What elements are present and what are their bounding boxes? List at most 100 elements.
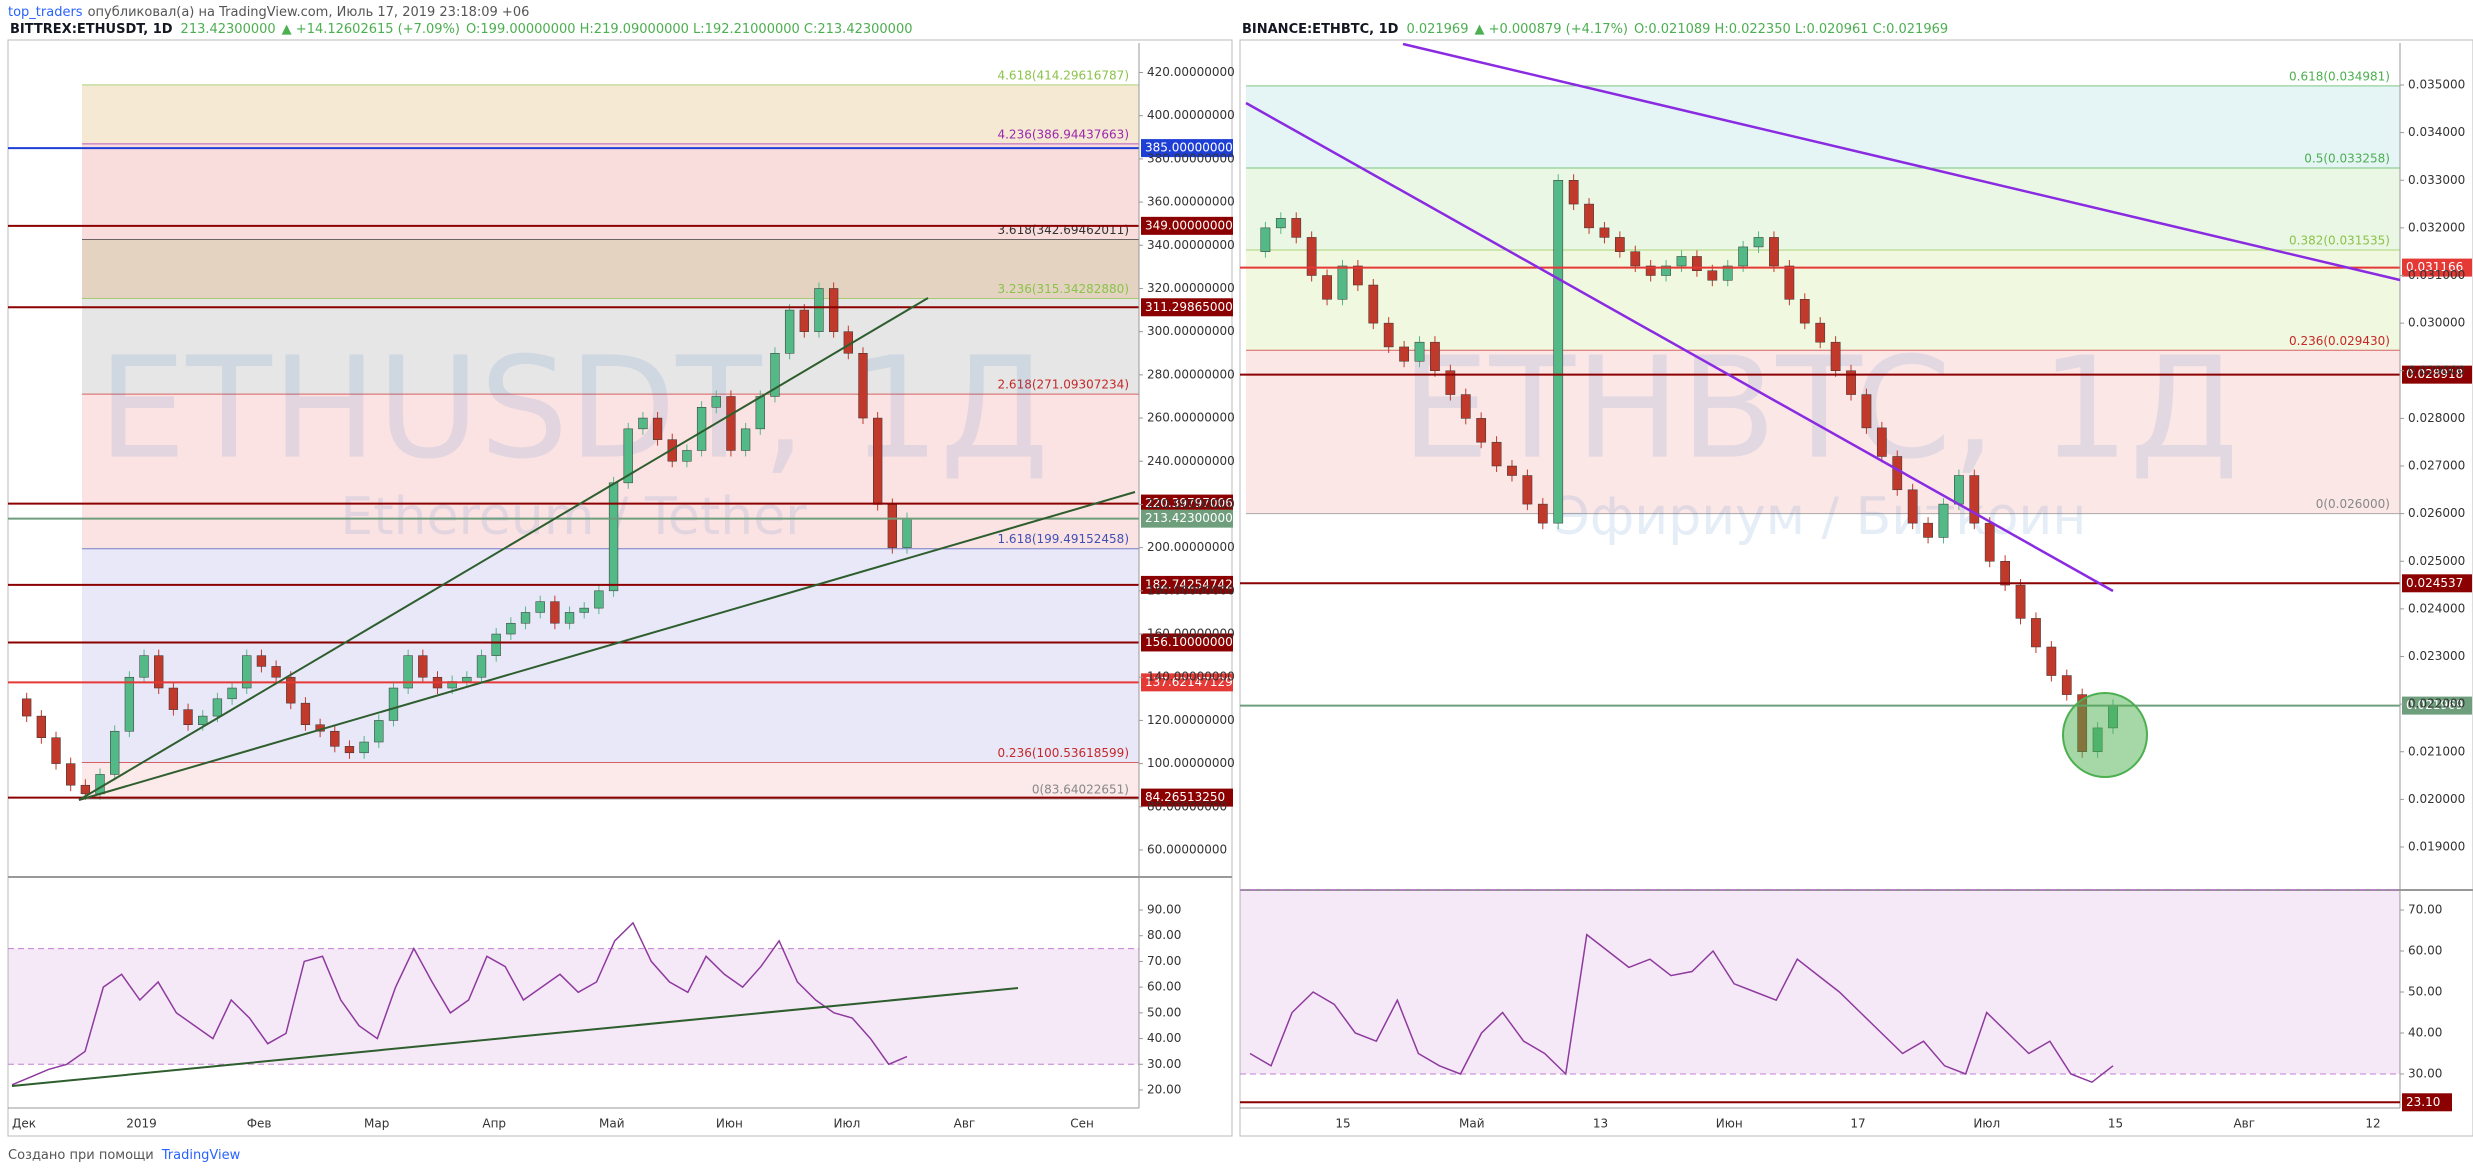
rsi-tick-label: 60.00: [1147, 980, 1181, 994]
trendline: [1245, 101, 2114, 593]
candle: [1815, 322, 1826, 343]
candle: [1954, 475, 1964, 505]
level-label: 156.10000000: [1145, 635, 1233, 649]
level-tag: [2402, 574, 2472, 593]
level-label: 0.031166: [2406, 260, 2463, 274]
candle: [1753, 237, 1764, 248]
level-label: 213.42300000: [1145, 511, 1233, 525]
candle: [95, 774, 105, 795]
candle: [1399, 346, 1409, 362]
candle: [2015, 584, 2026, 619]
candle: [2061, 675, 2072, 695]
fib-label: 1.618(199.49152458): [997, 532, 1129, 546]
time-label: 13: [1593, 1117, 1608, 1131]
header-text: опубликовал(а) на TradingView.com, Июль …: [88, 5, 530, 20]
candle: [2046, 646, 2057, 676]
trendline: [78, 297, 929, 801]
time-label: 15: [1335, 1117, 1350, 1131]
y-tick-label: 160.00000000: [1147, 627, 1235, 641]
candle: [506, 622, 516, 635]
fib-zone: [1246, 85, 2400, 168]
candle: [1861, 394, 1872, 429]
candle: [1599, 227, 1610, 238]
change: ▲ +0.000879 (+4.17%): [1474, 22, 1628, 37]
candle: [1630, 251, 1641, 267]
time-label: Сен: [1070, 1117, 1094, 1131]
author[interactable]: top_traders: [8, 5, 83, 20]
watermark-title: ETHBTC, 1Д: [1401, 328, 2239, 491]
footer-text: Создано при помощи: [8, 1148, 154, 1163]
candle: [1491, 441, 1502, 467]
candle: [755, 396, 765, 430]
candle: [1892, 456, 1903, 491]
candle: [1306, 237, 1317, 276]
candle: [535, 601, 545, 613]
rsi-tick-label: 30.00: [2408, 1067, 2442, 1081]
time-label: Апр: [482, 1117, 506, 1131]
candle: [183, 709, 193, 725]
candle: [667, 439, 677, 462]
time-label: Май: [599, 1117, 625, 1131]
candle: [1846, 370, 1856, 395]
candle: [770, 353, 780, 397]
y-tick-label: 80.00000000: [1147, 799, 1227, 813]
time-label: 15: [2108, 1117, 2123, 1131]
candle: [1368, 284, 1379, 324]
time-label: Июл: [1973, 1117, 2000, 1131]
candle: [476, 655, 487, 678]
ohlc: O:199.00000000 H:219.09000000 L:192.2100…: [466, 22, 912, 37]
level-tag: [1141, 633, 1233, 652]
y-tick-label: 0.023000: [2408, 649, 2465, 663]
fib-label: 0.5(0.033258): [2304, 151, 2390, 165]
fib-label: 0(0.026000): [2316, 497, 2390, 511]
candle: [873, 417, 883, 505]
watermark-title: ETHUSDT, 1Д: [98, 328, 1049, 491]
level-label: 220.39797006: [1145, 496, 1233, 510]
y-tick-label: 260.00000000: [1147, 411, 1235, 425]
candle: [227, 687, 237, 700]
level-label: 84.26513250: [1145, 790, 1225, 804]
footer-brand[interactable]: TradingView: [161, 1148, 241, 1163]
time-label: Мар: [364, 1117, 389, 1131]
y-tick-label: 360.00000000: [1147, 195, 1235, 209]
candle: [711, 396, 721, 408]
y-tick-label: 0.026000: [2408, 506, 2465, 520]
symbol: BINANCE:ETHBTC, 1D: [1242, 22, 1399, 37]
y-tick-label: 0.022000: [2408, 697, 2465, 711]
y-tick-label: 60.00000000: [1147, 843, 1227, 857]
y-tick-label: 400.00000000: [1147, 108, 1235, 122]
candle: [1923, 522, 1933, 538]
y-tick-label: 0.027000: [2408, 459, 2465, 473]
last-price: 213.42300000: [181, 22, 276, 37]
candle: [1476, 418, 1487, 443]
level-label: 349.00000000: [1145, 218, 1233, 232]
y-tick-label: 320.00000000: [1147, 281, 1235, 295]
y-tick-label: 0.030000: [2408, 316, 2465, 330]
candle: [902, 518, 912, 548]
candle: [1414, 341, 1425, 362]
symbol-info: BITTREX:ETHUSDT, 1D 213.42300000 ▲ +14.126…: [10, 22, 912, 37]
level-tag: [1141, 494, 1233, 513]
candle: [1876, 427, 1887, 457]
fib-zone: [82, 239, 1139, 299]
candle: [110, 730, 120, 775]
fib-label: 0.618(0.034981): [2289, 69, 2390, 83]
symbol: BITTREX:ETHUSDT, 1D: [10, 22, 173, 37]
candle: [300, 702, 311, 725]
candle: [359, 741, 369, 754]
candle: [1537, 503, 1548, 524]
candle: [2031, 618, 2041, 648]
fib-label: 0(83.64022651): [1032, 782, 1129, 796]
rsi-band: [1240, 889, 2400, 1074]
candle: [1614, 237, 1625, 252]
candle: [271, 666, 281, 678]
candle: [1799, 299, 1810, 324]
candle: [212, 698, 223, 717]
y-tick-label: 280.00000000: [1147, 367, 1235, 381]
level-tag: [1141, 139, 1233, 158]
time-label: Авг: [954, 1117, 976, 1131]
last-price: 0.021969: [1406, 22, 1468, 37]
candle: [256, 655, 267, 667]
